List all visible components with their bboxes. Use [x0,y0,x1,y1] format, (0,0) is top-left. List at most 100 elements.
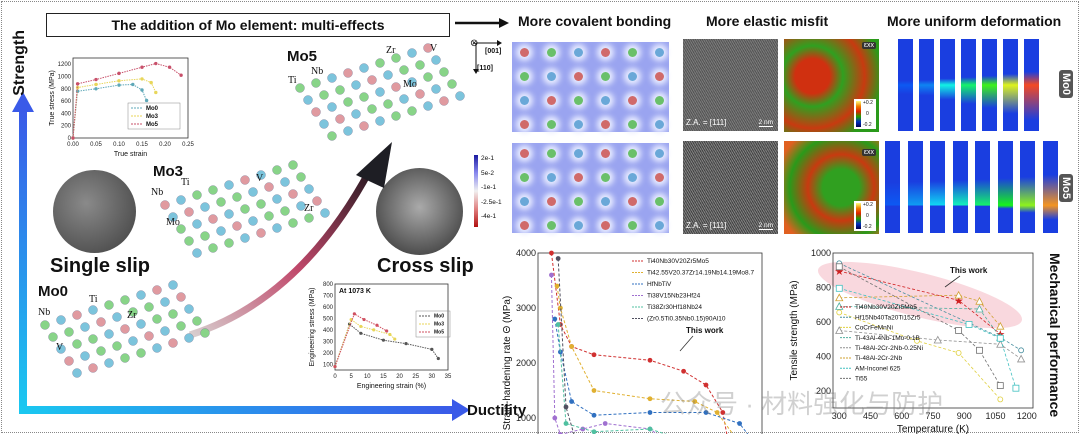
legend-label-6: AM-Inconel 625 [855,365,901,372]
data-point [140,65,144,69]
data-point [591,429,597,434]
atom [72,310,82,320]
atom [312,196,322,206]
data-point [75,82,80,86]
atom [128,336,138,346]
atom [168,212,178,222]
atom [311,107,321,117]
mechanical-performance-label: Mechanical performance [1047,253,1063,418]
data-point [430,347,434,351]
atom [295,83,305,93]
atom [407,77,417,87]
x-tick-label: 1200 [1017,411,1037,421]
data-point [835,284,843,292]
atom [335,85,345,95]
atom [72,368,82,378]
data-point [362,317,366,322]
atom [343,97,353,107]
atom [216,197,226,207]
atom-site [547,173,556,182]
y-tick-label: 100 [323,362,334,368]
atom [176,321,186,331]
legend-label-3: Ti-43Al-4Nb-1Mo-0.1B [855,335,920,342]
atom [144,302,154,312]
series-line-4 [839,330,1022,360]
atom [399,94,409,104]
deformation-frame [1024,39,1039,131]
mo5-zr: Zr [386,45,396,56]
atom-site [628,120,637,129]
atom [96,346,106,356]
x-axis-label: True strain [114,151,147,158]
annotation-this-work: This work [686,326,724,335]
data-point [117,79,121,83]
atom [407,48,417,58]
atom-site [574,221,583,230]
atom-site [601,173,610,182]
atom [320,208,330,218]
atom-site [574,173,583,182]
data-point [714,410,720,415]
atom [112,341,122,351]
atom-site [628,48,637,57]
legend-label-0: Mo0 [146,106,159,112]
atom [80,351,90,361]
strain-tick: +0.2 [863,100,873,106]
atom-site [601,120,610,129]
scale-bar: 2 nm [758,119,773,127]
data-point [975,304,984,313]
atom-site [601,48,610,57]
atom [64,356,74,366]
deformation-frame [940,39,955,131]
deformation-frame [982,39,997,131]
mo0-label: Mo0 [38,283,68,300]
hrtem-image-mo5: Z.A. = [111] 2 nm [683,141,778,234]
legend-label-7: Ti55 [855,376,868,383]
single-slip-micrograph [53,170,136,253]
data-point [602,421,608,426]
data-point [149,80,153,85]
cb-tick: -2.5e-1 [481,198,502,206]
x-tick-label: 25 [412,374,419,380]
data-point [154,90,158,95]
atom [415,89,425,99]
atom [272,194,282,204]
data-point [955,349,962,356]
x-tick-label: 300 [832,411,847,421]
data-point [372,328,376,332]
y-tick-label: 400 [816,351,831,361]
mo5-ti: Ti [288,75,297,86]
atom-site [628,197,637,206]
data-point [554,283,560,289]
atom-site [655,149,664,158]
data-point [933,335,942,344]
mo0-zr: Zr [127,310,137,321]
strain-component-label: εxx [861,42,876,49]
atom [208,243,218,253]
data-point [140,88,144,92]
data-point [552,415,558,421]
atom [104,300,114,310]
atom [280,177,290,187]
x-axis-label: Engineering strain (%) [357,383,426,390]
atom [264,211,274,221]
atom-site [655,173,664,182]
mo3-ti: Ti [181,177,190,188]
atom [288,189,298,199]
charge-colorbar-ticks: 2e-1 5e-2 -1e-1 -2.5e-1 -4e-1 [481,152,502,225]
data-point [569,344,574,349]
orientation-out-icon: ⊗ [470,38,479,49]
atom [192,316,202,326]
atom [40,320,50,330]
data-point [436,356,440,361]
atom-site [520,221,529,230]
row-label-mo0: Mo0 [1059,70,1073,98]
atom-site [655,96,664,105]
data-point [552,316,558,322]
lattice-structures [40,43,465,378]
atom [224,238,234,248]
atom [240,175,250,185]
data-point [388,332,392,337]
atom [56,315,66,325]
atom-site [520,173,529,182]
